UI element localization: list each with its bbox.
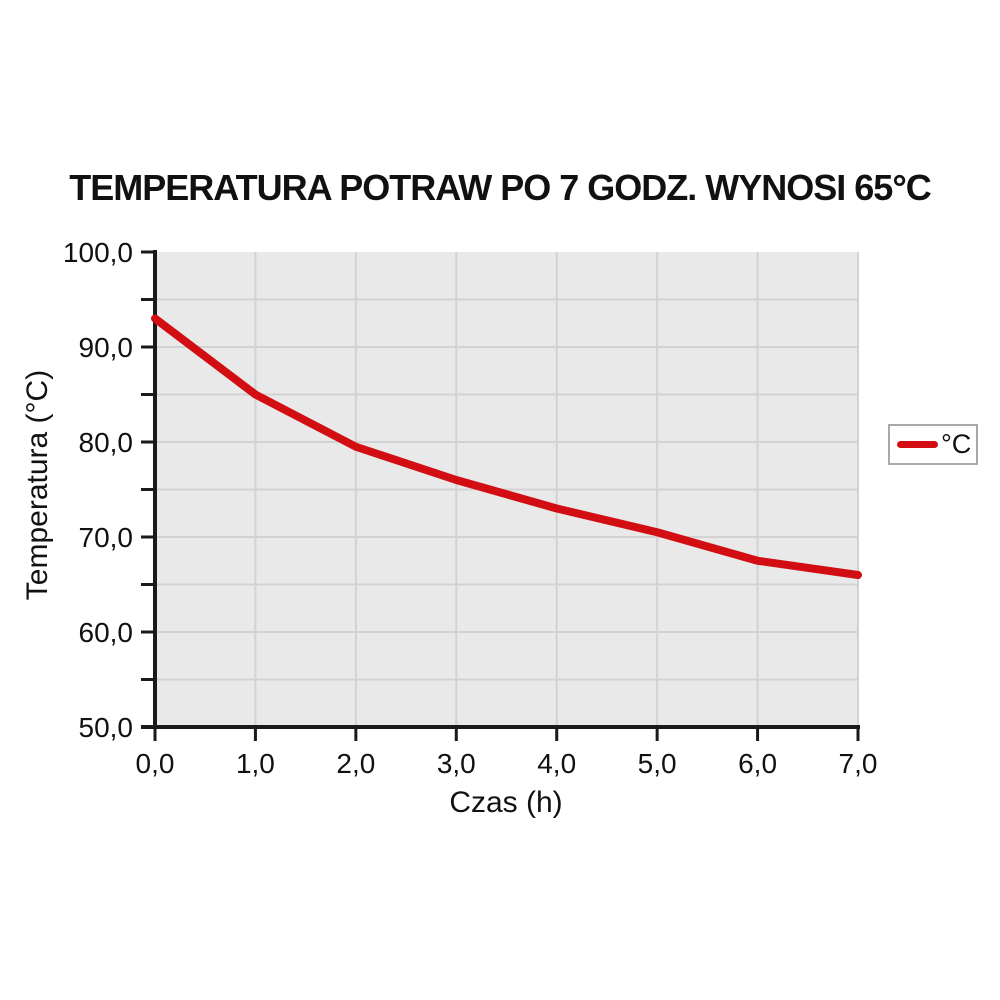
y-axis-tick-label: 50,0 <box>79 712 134 743</box>
chart-title: TEMPERATURA POTRAW PO 7 GODZ. WYNOSI 65°… <box>69 167 931 208</box>
legend-line-swatch <box>897 441 938 448</box>
y-axis-tick-label: 80,0 <box>79 427 134 458</box>
y-axis-tick-label: 60,0 <box>79 617 134 648</box>
x-axis-tick-label: 7,0 <box>839 748 878 779</box>
x-axis-tick-label: 4,0 <box>537 748 576 779</box>
x-axis-tick-label: 1,0 <box>236 748 275 779</box>
x-axis-tick-label: 6,0 <box>738 748 777 779</box>
y-axis-tick-label: 90,0 <box>79 332 134 363</box>
legend-series-label: °C <box>941 429 972 459</box>
x-axis-tick-label: 5,0 <box>638 748 677 779</box>
legend-box: °C <box>888 424 978 465</box>
x-axis-title: Czas (h) <box>449 786 563 819</box>
y-axis-tick-label: 70,0 <box>79 522 134 553</box>
y-axis-title: Temperatura (°C) <box>21 369 54 601</box>
y-axis-tick-label: 100,0 <box>63 237 133 268</box>
x-axis-tick-label: 2,0 <box>336 748 375 779</box>
x-axis-tick-label: 0,0 <box>136 748 175 779</box>
x-axis-tick-label: 3,0 <box>437 748 476 779</box>
temperature-series-line <box>151 314 862 579</box>
